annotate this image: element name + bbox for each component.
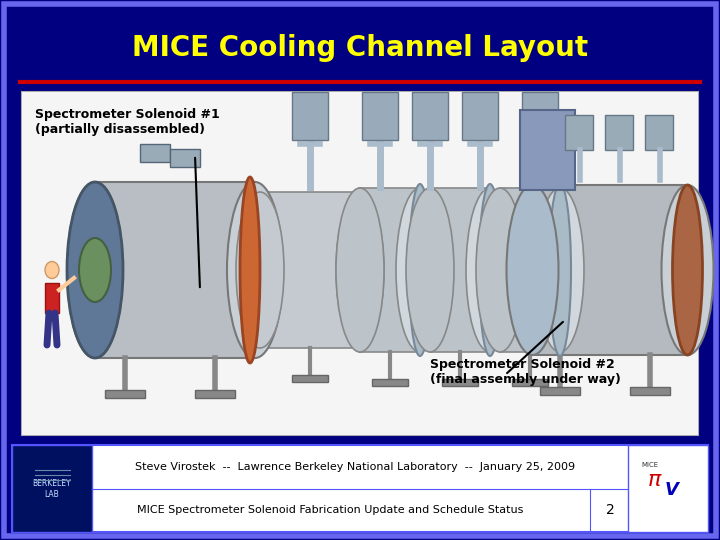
Bar <box>442 379 478 386</box>
Ellipse shape <box>672 185 703 355</box>
Bar <box>292 375 328 382</box>
Bar <box>12 445 708 532</box>
Ellipse shape <box>662 185 714 355</box>
Bar <box>292 92 328 140</box>
Bar <box>140 144 170 162</box>
Bar <box>260 192 360 348</box>
Ellipse shape <box>227 182 283 358</box>
Ellipse shape <box>336 192 384 348</box>
Ellipse shape <box>240 177 260 363</box>
Text: Spectrometer Solenoid #2
(final assembly under way): Spectrometer Solenoid #2 (final assembly… <box>430 358 621 386</box>
Ellipse shape <box>406 188 454 352</box>
Text: $\pi$: $\pi$ <box>647 470 663 490</box>
Bar <box>12 445 92 532</box>
Bar <box>520 110 575 190</box>
Bar <box>22 92 698 435</box>
Ellipse shape <box>536 188 584 352</box>
Bar <box>430 188 490 352</box>
Bar <box>630 387 670 395</box>
Bar <box>462 92 498 140</box>
Text: Steve Virostek  --  Lawrence Berkeley National Laboratory  --  January 25, 2009: Steve Virostek -- Lawrence Berkeley Nati… <box>135 462 575 472</box>
Bar <box>605 115 633 150</box>
Ellipse shape <box>466 188 514 352</box>
Text: MICE Cooling Channel Layout: MICE Cooling Channel Layout <box>132 34 588 62</box>
Bar <box>500 188 560 352</box>
Bar <box>628 445 708 532</box>
Bar <box>360 188 420 352</box>
Ellipse shape <box>396 188 444 352</box>
Bar <box>195 390 235 398</box>
Bar <box>565 115 593 150</box>
Text: V: V <box>665 481 679 499</box>
Bar <box>95 182 255 358</box>
Ellipse shape <box>79 238 111 302</box>
Bar <box>645 115 673 150</box>
Ellipse shape <box>336 188 384 352</box>
Bar <box>170 149 200 167</box>
Ellipse shape <box>349 188 371 352</box>
Text: MICE: MICE <box>642 462 659 468</box>
Bar <box>412 92 448 140</box>
Ellipse shape <box>236 192 284 348</box>
Bar <box>522 92 558 140</box>
Text: 2: 2 <box>606 503 614 517</box>
Ellipse shape <box>67 182 123 358</box>
Text: BERKELEY
LAB: BERKELEY LAB <box>32 480 71 499</box>
Bar <box>512 379 548 386</box>
Ellipse shape <box>549 184 571 356</box>
Ellipse shape <box>409 184 431 356</box>
Bar <box>362 92 398 140</box>
Bar <box>22 92 698 435</box>
Ellipse shape <box>476 188 524 352</box>
Ellipse shape <box>506 185 559 355</box>
Ellipse shape <box>45 261 59 279</box>
Bar <box>105 390 145 398</box>
Text: Spectrometer Solenoid #1
(partially disassembled): Spectrometer Solenoid #1 (partially disa… <box>35 108 220 136</box>
Bar <box>533 185 688 355</box>
Bar <box>372 379 408 386</box>
Text: MICE Spectrometer Solenoid Fabrication Update and Schedule Status: MICE Spectrometer Solenoid Fabrication U… <box>137 505 523 515</box>
Ellipse shape <box>67 182 123 358</box>
Bar <box>540 387 580 395</box>
Bar <box>45 283 59 313</box>
Ellipse shape <box>479 184 501 356</box>
